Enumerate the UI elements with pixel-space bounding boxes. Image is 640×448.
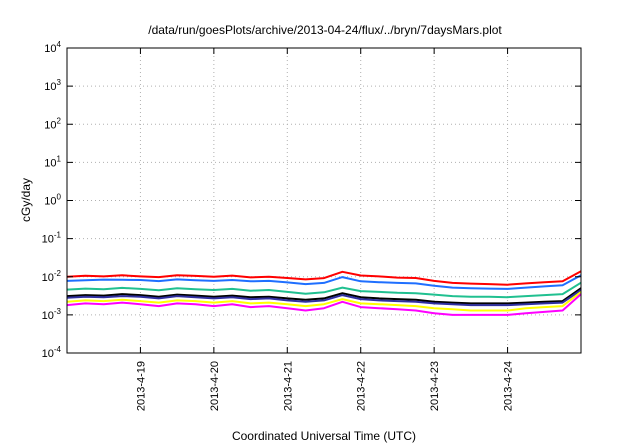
y-axis-title: cGy/day <box>19 178 33 222</box>
y-tick-exponent: -3 <box>54 307 62 316</box>
y-tick-label: 10-2 <box>42 269 62 284</box>
series-line-3 <box>66 287 582 305</box>
y-tick-exponent: 0 <box>57 193 62 202</box>
series-line-5 <box>66 291 582 312</box>
x-tick-label: 2013-4-21 <box>282 361 294 411</box>
y-tick-base: 10 <box>44 81 56 93</box>
y-tick-exponent: -4 <box>54 345 62 354</box>
y-tick-label: 10-3 <box>42 307 62 322</box>
y-tick-base: 10 <box>44 43 56 55</box>
ticks <box>67 47 581 354</box>
series-line-1 <box>66 274 582 290</box>
series-line-4 <box>66 289 582 307</box>
y-tick-exponent: 1 <box>57 154 62 163</box>
y-tick-base: 10 <box>42 348 54 360</box>
series-line-0 <box>66 270 582 286</box>
y-tick-label: 103 <box>44 78 61 93</box>
y-tick-label: 100 <box>44 193 61 208</box>
x-tick-label: 2013-4-20 <box>209 361 221 411</box>
y-tick-label: 104 <box>44 40 61 55</box>
series-line-6 <box>66 293 582 316</box>
x-tick-label: 2013-4-22 <box>356 361 368 411</box>
x-tick-labels: 2013-4-19 2013-4-20 2013-4-21 2013-4-22 2013… <box>135 361 514 411</box>
y-tick-base: 10 <box>44 196 56 208</box>
y-tick-exponent: 3 <box>57 78 62 87</box>
x-tick-label: 2013-4-23 <box>429 361 441 411</box>
chart-title: /data/run/goesPlots/archive/2013-04-24/f… <box>148 23 502 37</box>
y-tick-exponent: 2 <box>57 116 62 125</box>
y-tick-label: 102 <box>44 116 61 131</box>
series-group <box>66 270 582 316</box>
y-tick-label: 10-4 <box>42 345 62 360</box>
x-axis-title: Coordinated Universal Time (UTC) <box>232 429 416 443</box>
y-tick-base: 10 <box>42 310 54 322</box>
x-tick-label: 2013-4-24 <box>503 361 515 411</box>
y-tick-exponent: -1 <box>54 231 62 240</box>
y-tick-base: 10 <box>42 234 54 246</box>
y-tick-base: 10 <box>42 272 54 284</box>
y-tick-exponent: -2 <box>54 269 62 278</box>
x-tick-label: 2013-4-19 <box>135 361 147 411</box>
y-tick-label: 101 <box>44 154 61 169</box>
y-tick-base: 10 <box>44 157 56 169</box>
y-tick-label: 10-1 <box>42 231 62 246</box>
y-tick-base: 10 <box>44 119 56 131</box>
y-tick-exponent: 4 <box>57 40 62 49</box>
series-line-2 <box>66 281 582 299</box>
